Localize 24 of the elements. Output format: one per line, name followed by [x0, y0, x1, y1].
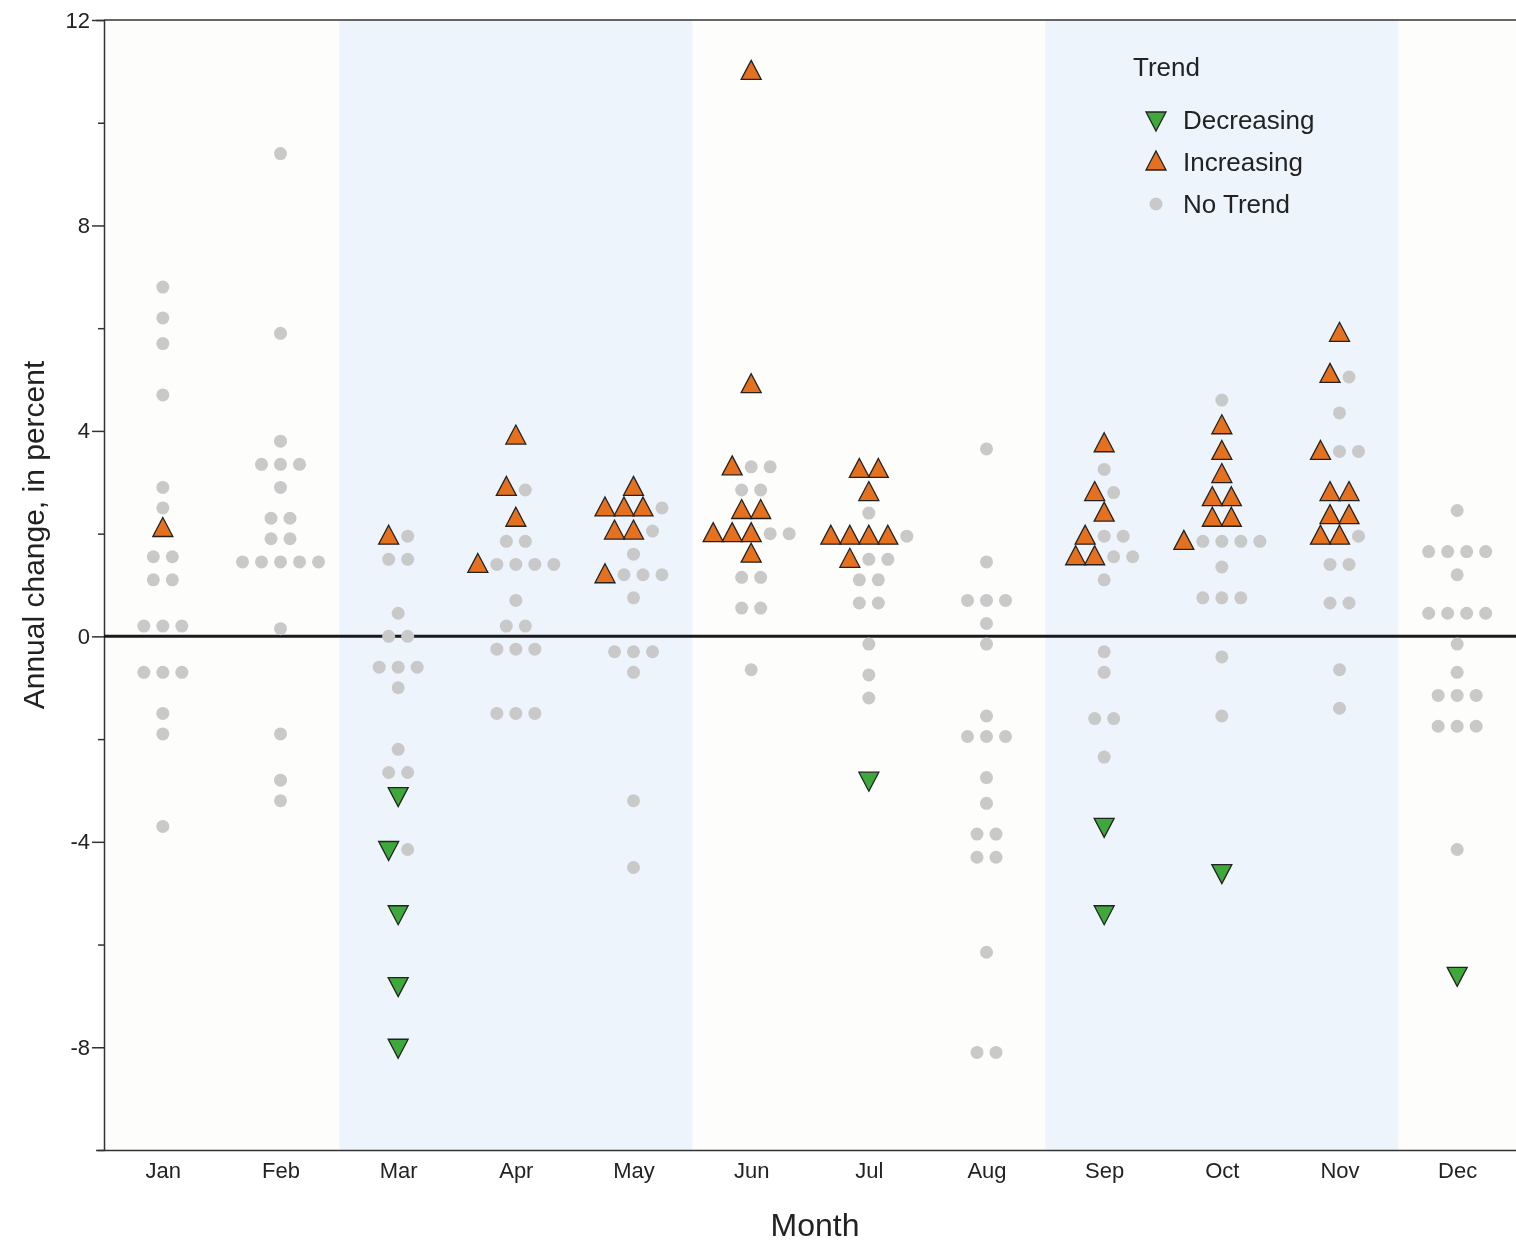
x-tick-label: Jun [733, 1157, 770, 1183]
x-tick-label: Dec [1438, 1157, 1478, 1183]
legend-label: Decreasing [1183, 105, 1315, 135]
x-tick-label: Oct [1205, 1157, 1240, 1183]
x-tick-label: Mar [379, 1157, 418, 1183]
x-tick-label: Jul [855, 1157, 884, 1183]
legend-title: Trend [1133, 52, 1200, 82]
y-tick-label: -8 [70, 1034, 90, 1060]
y-axis-title: Annual change, in percent [17, 360, 50, 710]
y-tick-label: 8 [77, 212, 90, 238]
x-axis-title: Month [770, 1207, 860, 1243]
y-tick-label: 4 [77, 418, 90, 444]
x-tick-label: May [613, 1157, 655, 1183]
x-tick-label: Nov [1320, 1157, 1360, 1183]
x-tick-label: Aug [967, 1157, 1007, 1183]
x-tick-label: Sep [1085, 1157, 1125, 1183]
legend-label: Increasing [1183, 147, 1303, 177]
x-tick-label: Jan [145, 1157, 182, 1183]
x-tick-label: Feb [262, 1157, 300, 1183]
y-tick-label: -4 [70, 829, 90, 855]
y-tick-label: 0 [77, 623, 90, 649]
y-tick-label: 12 [65, 7, 90, 33]
legend-label: No Trend [1183, 189, 1290, 219]
x-tick-label: Apr [499, 1157, 534, 1183]
